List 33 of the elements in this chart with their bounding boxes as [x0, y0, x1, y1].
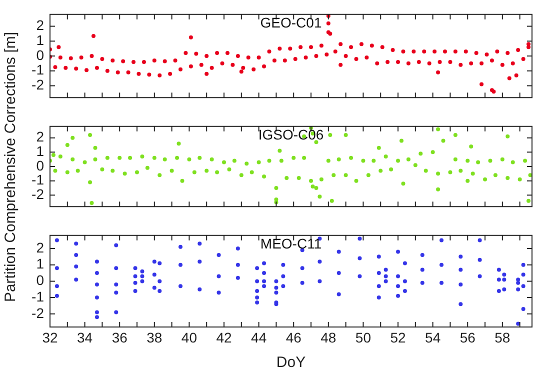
x-tick-label: 40	[181, 329, 198, 346]
chart-title: GEO-C01	[260, 14, 322, 30]
y-tick-label: -2	[32, 304, 44, 321]
x-tick-label: 44	[251, 329, 267, 346]
x-tick-label: 34	[77, 329, 93, 346]
y-tick-label: 0	[36, 157, 44, 174]
y-tick-label: 1	[36, 32, 44, 48]
chart-title: MEO-C11	[260, 235, 322, 252]
x-tick-label: 54	[425, 329, 441, 346]
x-tick-label: 52	[390, 329, 406, 346]
y-tick-label: -1	[32, 172, 44, 188]
x-tick-label: 48	[320, 329, 336, 346]
y-tick-label: -2	[32, 76, 44, 93]
y-tick-label: -1	[32, 288, 44, 304]
y-tick-label: 2	[36, 17, 44, 34]
x-tick-label: 38	[146, 329, 162, 346]
y-tick-label: 2	[36, 128, 44, 145]
y-axis-title: Partition Comprehensive Corrections [m]	[2, 31, 20, 302]
y-tick-label: 1	[36, 143, 44, 160]
y-tick-label: -2	[32, 186, 44, 202]
x-tick-label: 42	[216, 329, 232, 346]
x-axis-title: DoY	[276, 354, 306, 372]
x-tick-label: 58	[494, 329, 510, 346]
x-tick-label: 32	[42, 329, 58, 346]
x-tick-label: 46	[286, 329, 302, 346]
x-tick-label: 50	[355, 329, 372, 346]
y-tick-label: 1	[36, 256, 44, 272]
y-tick-label: 0	[36, 46, 44, 63]
y-tick-label: 2	[36, 239, 44, 256]
x-tick-label: 36	[112, 329, 128, 346]
x-tick-label: 56	[460, 329, 476, 346]
y-tick-label: -1	[32, 62, 44, 78]
y-tick-label: 0	[36, 272, 44, 288]
